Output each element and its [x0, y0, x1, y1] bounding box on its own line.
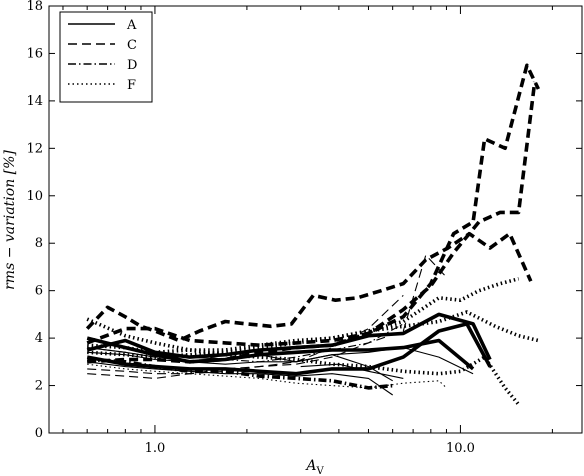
series-C-line-11: [87, 254, 449, 379]
y-tick-label: 14: [26, 94, 43, 109]
y-tick-label: 18: [26, 0, 43, 14]
series-C-line-10: [87, 81, 537, 364]
legend-label-A: A: [126, 18, 137, 33]
series-A-line-1: [86, 336, 475, 371]
series-C-line-12: [87, 295, 404, 375]
series-D-line-13: [87, 357, 393, 390]
y-tick-label: 10: [26, 189, 43, 204]
y-tick-label: 16: [26, 46, 43, 61]
x-tick-label: 10.0: [446, 441, 475, 456]
series-A-line-7: [300, 363, 404, 379]
series-F-line-18: [87, 363, 447, 389]
y-tick-label: 6: [35, 284, 43, 299]
y-tick-label: 12: [26, 141, 43, 156]
series-D-line-14: [87, 323, 404, 363]
x-tick-label: 1.0: [145, 441, 166, 456]
ticks-layer: 0 2 4 6 8 10 12 14 16 18 1.0 10.0: [26, 0, 582, 456]
y-tick-label: 4: [35, 331, 43, 346]
series-layer: [85, 63, 541, 406]
legend-box: [59, 11, 153, 103]
plot-frame: [48, 5, 583, 434]
legend-label-C: C: [127, 38, 137, 53]
legend-label-F: F: [127, 78, 136, 93]
y-axis-label: rms − variation [%]: [2, 150, 18, 290]
y-tick-label: 0: [35, 426, 43, 441]
y-tick-label: 2: [35, 379, 43, 394]
legend-label-D: D: [127, 58, 137, 73]
x-axis-label: AV: [304, 458, 324, 476]
y-tick-label: 8: [35, 236, 43, 251]
